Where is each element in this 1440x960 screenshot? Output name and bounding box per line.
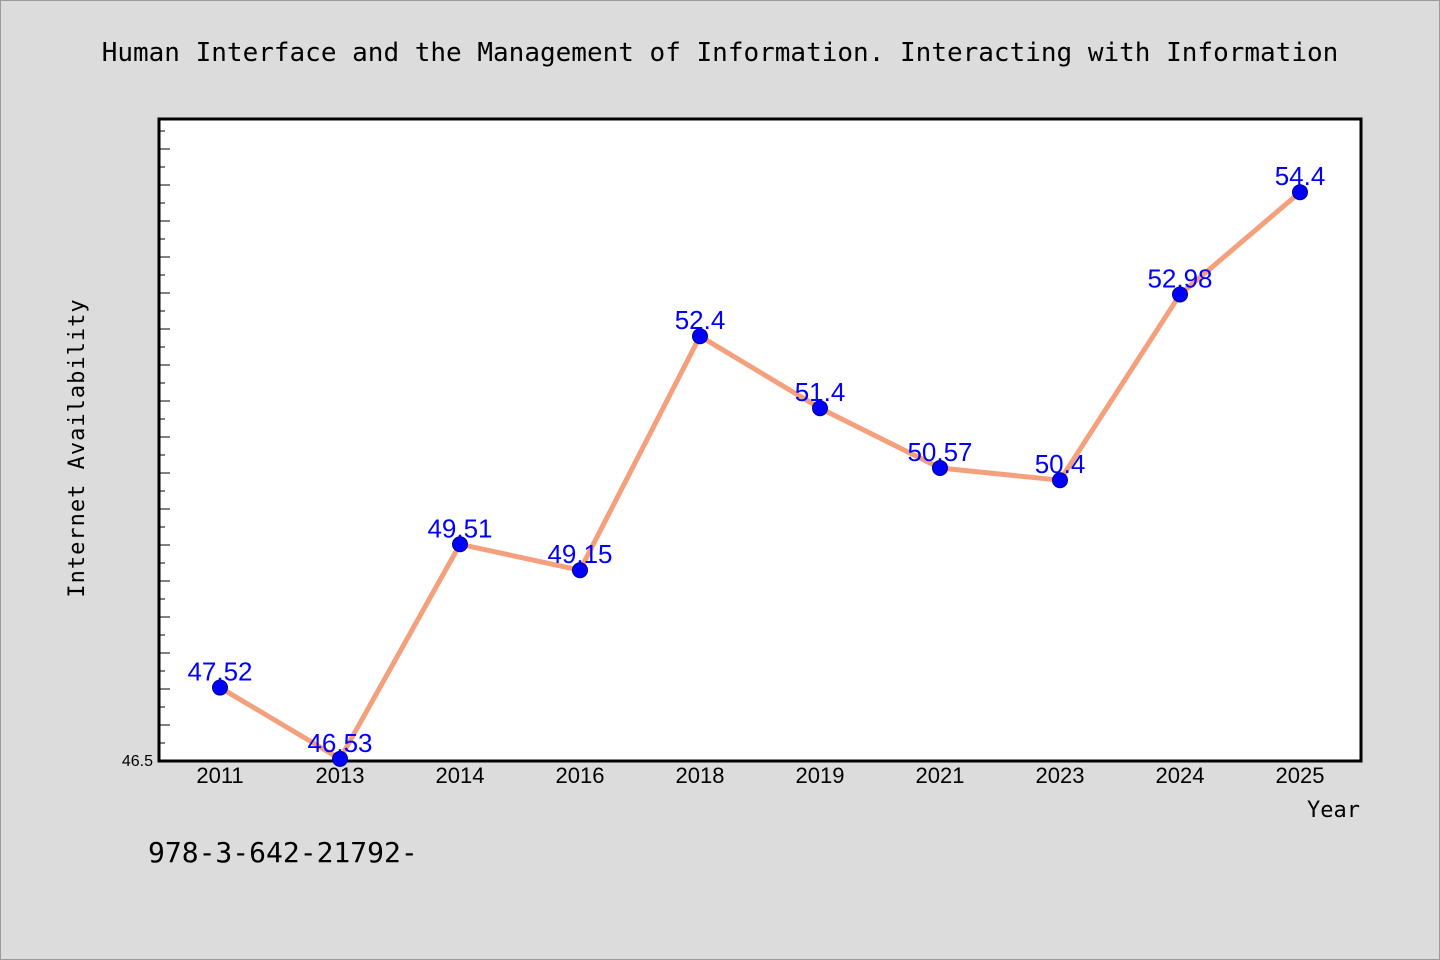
- data-label: 50.57: [907, 437, 972, 467]
- x-axis-title: Year: [1307, 798, 1360, 823]
- x-tick-label: 2013: [316, 763, 365, 788]
- data-label: 46.53: [307, 728, 372, 758]
- y-axis-title: Internet Availability: [65, 298, 90, 597]
- x-tick-label: 2019: [796, 763, 845, 788]
- y-axis-min-label: 46.5: [122, 753, 153, 770]
- x-tick-label: 2024: [1156, 763, 1205, 788]
- x-tick-label: 2018: [676, 763, 725, 788]
- data-labels: 47.52 46.53 49.51 49.15 52.4 51.4 50.57 50.4 52.…: [187, 161, 1325, 758]
- data-label: 52.98: [1147, 263, 1212, 293]
- x-tick-label: 2023: [1036, 763, 1085, 788]
- data-point-marker: [332, 750, 348, 767]
- data-point-marker: [212, 679, 228, 696]
- data-point-marker: [1052, 472, 1068, 489]
- data-point-marker: [1292, 184, 1308, 201]
- data-label: 47.52: [187, 657, 252, 687]
- x-tick-label: 2016: [556, 763, 605, 788]
- x-tick-label: 2025: [1276, 763, 1325, 788]
- x-tick-label: 2014: [436, 763, 485, 788]
- series-line-group: [217, 189, 1303, 762]
- data-label: 50.4: [1035, 449, 1086, 479]
- data-point-marker: [692, 328, 708, 345]
- data-point-marker: [1172, 286, 1188, 303]
- plot-area: [157, 117, 1363, 763]
- data-point-marker: [932, 459, 948, 476]
- data-label: 51.4: [795, 377, 846, 407]
- x-tick-label: 2021: [916, 763, 965, 788]
- data-point-marker: [812, 400, 828, 417]
- data-point-marker: [452, 536, 468, 553]
- chart-title: Human Interface and the Management of In…: [102, 38, 1339, 68]
- data-markers: [212, 184, 1308, 767]
- data-label: 49.51: [427, 513, 492, 543]
- data-point-marker: [572, 562, 588, 579]
- x-tick-label: 2011: [196, 763, 243, 788]
- x-axis-tick-labels: 2011 2013 2014 2016 2018 2019 2021 2023 2024 2025: [196, 763, 1324, 788]
- data-label: 54.4: [1275, 161, 1326, 191]
- y-axis-ticks: [159, 130, 170, 744]
- data-label: 52.4: [675, 305, 726, 335]
- footnote-isbn: 978-3-642-21792-: [148, 836, 418, 869]
- series-line: [217, 189, 1303, 762]
- data-label: 49.15: [547, 539, 612, 569]
